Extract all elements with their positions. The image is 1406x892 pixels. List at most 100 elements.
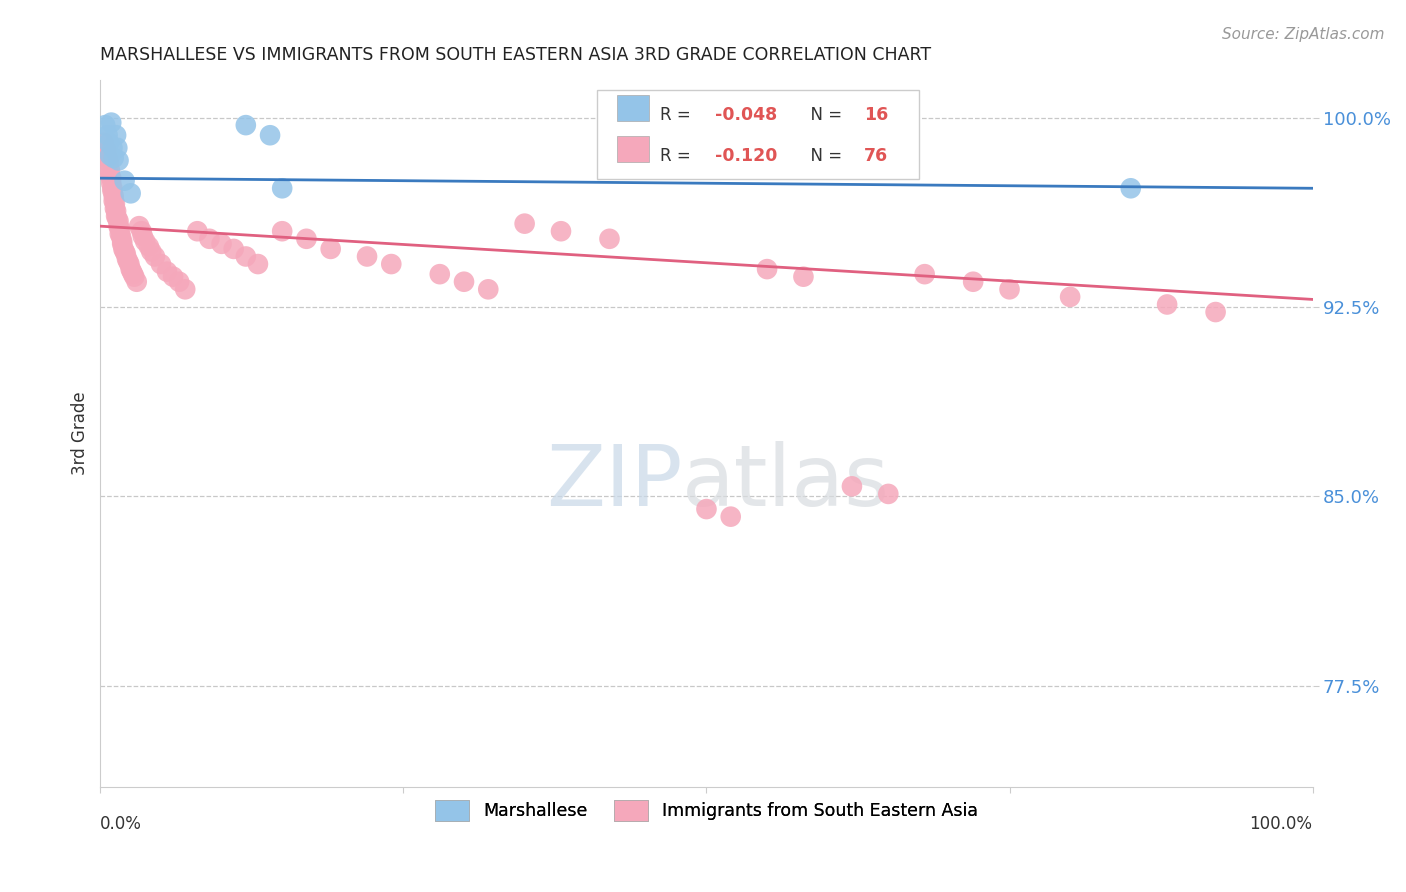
Point (97, 151, 120, 165)
Point (120, 186, 142, 201)
Point (453, 275, 475, 289)
Point (598, 232, 620, 246)
Point (429, 267, 451, 281)
Point (756, 262, 779, 277)
Point (120, 262, 142, 277)
Point (107, 214, 129, 228)
Point (138, 239, 160, 253)
Point (186, 224, 208, 238)
Point (115, 252, 138, 266)
Text: N =: N = (800, 147, 848, 165)
Point (103, 194, 125, 208)
Point (111, 235, 134, 249)
Point (96, 144, 118, 158)
Point (100, 115, 122, 129)
Point (125, 275, 148, 289)
Text: 0.0%: 0.0% (100, 815, 142, 833)
Point (1119, 181, 1142, 195)
Point (235, 118, 257, 132)
Legend: Marshallese, Immigrants from South Eastern Asia: Marshallese, Immigrants from South Easte… (427, 793, 986, 828)
Point (211, 236, 233, 251)
Text: -0.048: -0.048 (716, 106, 778, 124)
FancyBboxPatch shape (617, 95, 650, 121)
Text: R =: R = (661, 147, 696, 165)
Text: 76: 76 (865, 147, 889, 165)
Point (105, 211, 128, 226)
Point (720, 509, 742, 524)
Point (112, 242, 135, 256)
Point (105, 128, 128, 143)
Point (103, 151, 125, 165)
Point (94, 118, 117, 132)
Point (114, 247, 136, 261)
Text: N =: N = (800, 106, 848, 124)
Point (271, 224, 294, 238)
Point (998, 282, 1021, 296)
Point (122, 267, 145, 281)
Point (93, 136, 115, 150)
Point (198, 232, 221, 246)
FancyBboxPatch shape (598, 90, 918, 178)
Point (319, 242, 342, 256)
Point (111, 236, 134, 251)
Point (162, 269, 184, 284)
Point (107, 219, 129, 234)
Point (97, 128, 120, 143)
Point (107, 153, 129, 168)
Point (235, 250, 257, 264)
Point (295, 232, 318, 246)
Point (117, 254, 139, 268)
Y-axis label: 3rd Grade: 3rd Grade (72, 392, 89, 475)
Point (141, 244, 163, 259)
Point (105, 141, 128, 155)
Text: MARSHALLESE VS IMMIGRANTS FROM SOUTH EASTERN ASIA 3RD GRADE CORRELATION CHART: MARSHALLESE VS IMMIGRANTS FROM SOUTH EAS… (100, 46, 932, 64)
Point (114, 174, 136, 188)
Point (104, 202, 127, 216)
Point (131, 224, 153, 238)
Point (695, 502, 717, 516)
Point (97, 156, 120, 170)
Point (108, 221, 131, 235)
Point (118, 257, 141, 271)
Point (1059, 290, 1081, 304)
Point (114, 244, 136, 259)
Point (110, 229, 132, 244)
Point (477, 282, 499, 296)
Point (128, 219, 150, 234)
Point (962, 275, 984, 289)
Text: -0.120: -0.120 (716, 147, 778, 165)
Point (101, 181, 124, 195)
Point (124, 269, 146, 284)
Text: R =: R = (661, 106, 696, 124)
Point (143, 250, 166, 264)
Point (1205, 305, 1227, 319)
Point (356, 250, 378, 264)
Text: atlas: atlas (682, 442, 890, 524)
Point (222, 242, 245, 256)
Point (841, 479, 863, 493)
Point (97, 136, 120, 150)
Point (101, 184, 124, 198)
Point (792, 269, 814, 284)
Text: 16: 16 (865, 106, 889, 124)
Point (167, 275, 190, 289)
Text: 100.0%: 100.0% (1250, 815, 1313, 833)
Point (246, 257, 269, 271)
Point (134, 235, 156, 249)
Point (108, 227, 131, 241)
Point (98, 148, 121, 162)
Point (1156, 297, 1178, 311)
Point (550, 224, 572, 238)
Point (149, 257, 172, 271)
Text: ZIP: ZIP (546, 442, 682, 524)
Point (103, 189, 125, 203)
Point (877, 487, 900, 501)
Point (380, 257, 402, 271)
FancyBboxPatch shape (617, 136, 650, 161)
Point (174, 282, 197, 296)
Point (914, 267, 936, 281)
Point (105, 209, 128, 223)
Point (104, 196, 127, 211)
Point (132, 229, 155, 244)
Point (98, 163, 121, 178)
